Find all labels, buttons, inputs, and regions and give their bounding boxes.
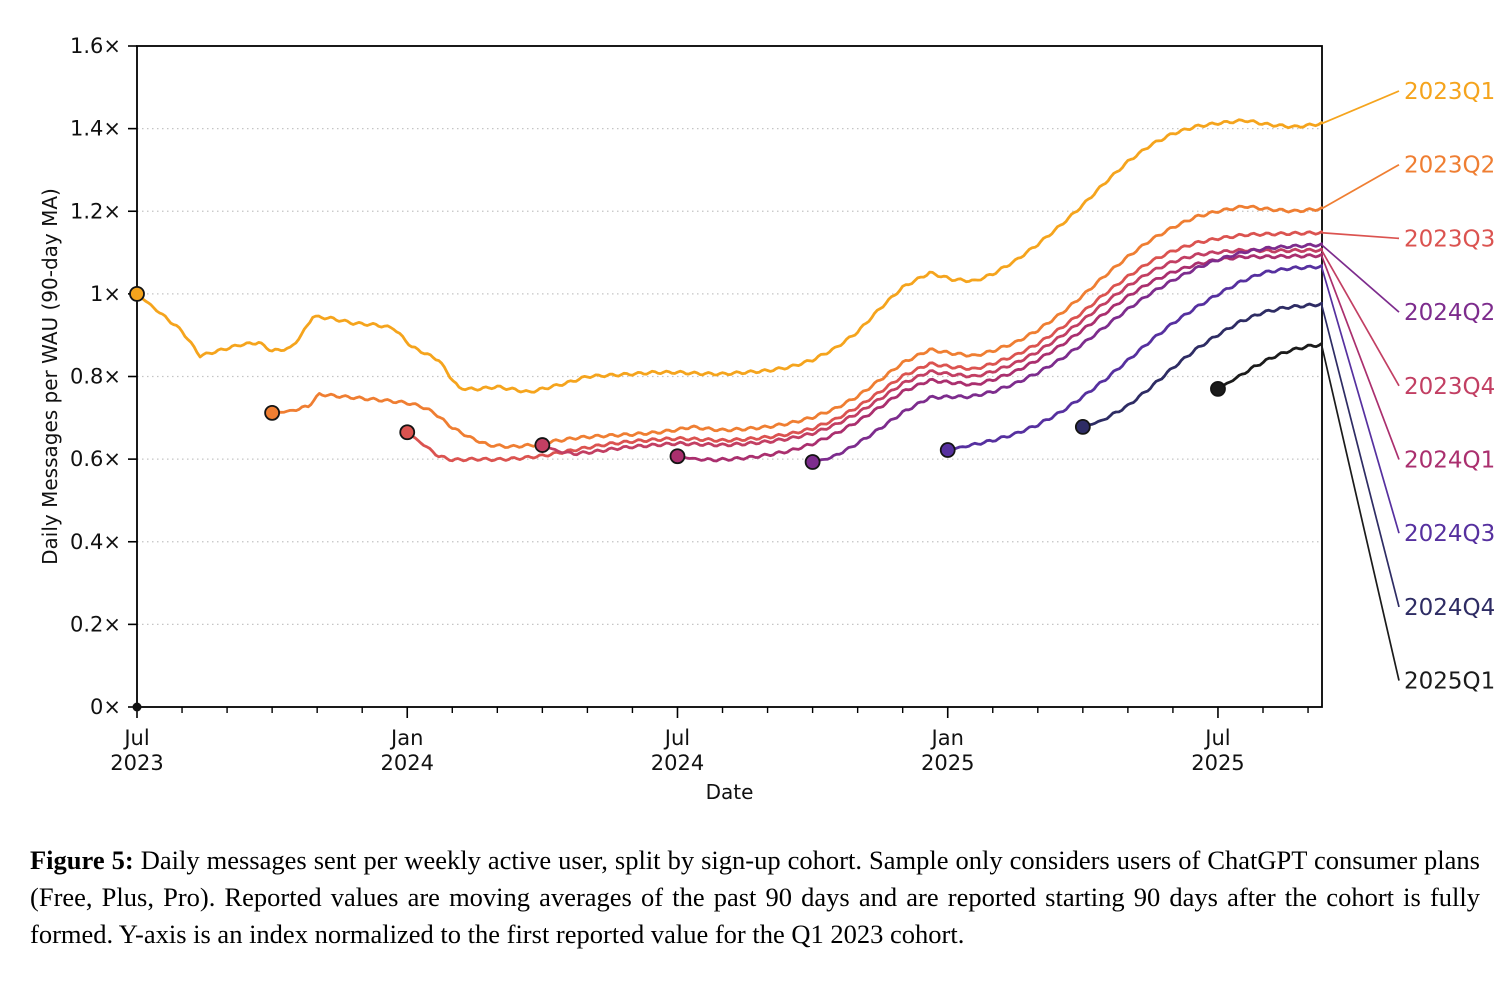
legend-label-2024Q1: 2024Q1 [1404,448,1495,474]
legend-label-2023Q1: 2023Q1 [1404,79,1495,105]
x-tick-label-year: 2025 [1191,751,1244,775]
series-line-2023Q1 [135,118,1323,394]
legend-label-2023Q2: 2023Q2 [1404,153,1495,179]
y-tick-label: 0.4× [70,530,121,554]
cohort-chart: 0× 0.2× 0.4× 0.6× 0.8× 1× 1.2× 1.4× 1.6× Jul 2023 J… [38,34,1495,804]
legend-leader-2023Q1 [1321,90,1400,125]
series-start-dot-2023Q3 [399,424,416,441]
legend-label-2025Q1: 2025Q1 [1404,669,1495,695]
plot-border [136,45,1323,708]
x-tick-label-month: Jul [122,726,149,750]
legend-leader-2023Q2 [1321,163,1400,210]
series-line-2023Q4 [541,247,1323,457]
series-start-dot-2025Q1 [1210,380,1226,397]
series-start-dot-2023Q2 [264,404,281,421]
legend-leader-2024Q2 [1320,244,1400,313]
y-tick-label: 0× [90,695,121,719]
x-tick-label-year: 2024 [651,751,704,775]
legend-leader-2024Q4 [1320,303,1400,608]
origin-dot [132,702,142,712]
series-line-2025Q1 [1216,342,1323,391]
series-line-2024Q3 [946,264,1323,452]
series-start-dot-2024Q4 [1074,419,1091,435]
series-start-dot-2023Q4 [534,437,551,453]
series-start-dot-2023Q1 [129,285,145,302]
legend-label-2023Q3: 2023Q3 [1404,226,1495,252]
series-start-dot-2024Q2 [804,454,821,470]
y-tick-label: 1.2× [70,199,121,223]
series-line-2024Q1 [676,253,1323,463]
x-tick-label-month: Jan [930,726,964,750]
x-axis-title: Date [706,780,754,804]
y-tick-label: 1.4× [70,117,121,141]
legend-leader-2023Q4 [1320,249,1400,387]
legend-label-2024Q3: 2024Q3 [1404,521,1495,547]
y-tick-label: 0.8× [70,365,121,389]
x-tick-label-year: 2024 [381,751,434,775]
figure-caption: Figure 5: Daily messages sent per weekly… [30,842,1480,953]
series-line-2024Q2 [811,242,1323,464]
y-tick-label: 1.6× [70,34,121,58]
legend-leader-2024Q3 [1320,266,1400,534]
series-line-2023Q2 [270,204,1323,449]
legend-leader-2025Q1 [1320,344,1400,681]
series-line-2024Q4 [1081,301,1323,429]
x-tick-label-year: 2023 [110,751,163,775]
x-tick-label-month: Jan [389,726,423,750]
legend-label-2024Q4: 2024Q4 [1404,595,1495,621]
y-tick-label: 1× [90,282,121,306]
y-tick-label: 0.2× [70,612,121,636]
figure-caption-text: Daily messages sent per weekly active us… [30,845,1480,950]
figure-caption-label: Figure 5: [30,845,134,875]
series-start-dot-2024Q1 [669,448,686,465]
legend-label-2023Q4: 2023Q4 [1404,374,1495,400]
line-chart: 0×0.2×0.4×0.6×0.8×1×1.2×1.4×1.6×Jul2023J… [38,34,1495,804]
legend-leader-2024Q1 [1320,255,1400,460]
legend-leader-2023Q3 [1321,231,1400,240]
series-start-dot-2024Q3 [939,442,956,458]
y-tick-label: 0.6× [70,447,121,471]
y-axis-title: Daily Messages per WAU (90-day MA) [38,188,62,565]
x-tick-label-month: Jul [663,726,690,750]
x-tick-label-year: 2025 [921,751,974,775]
x-tick-label-month: Jul [1203,726,1230,750]
legend-label-2024Q2: 2024Q2 [1404,300,1495,326]
